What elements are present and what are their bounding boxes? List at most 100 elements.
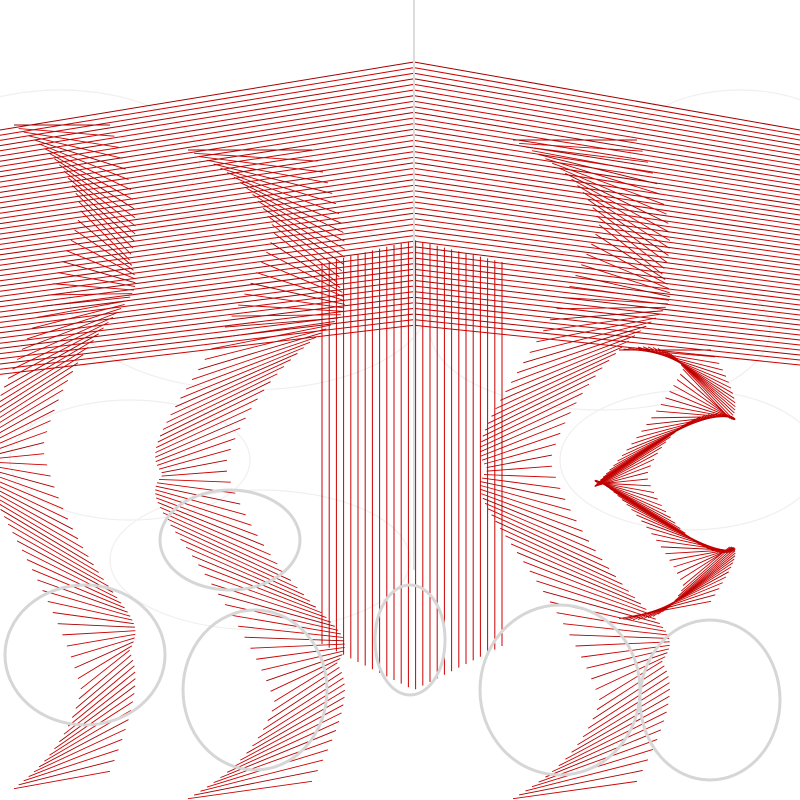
twist-thread	[246, 696, 345, 754]
canopy-thread	[413, 128, 800, 191]
canopy-thread	[413, 100, 800, 166]
twist-thread	[57, 272, 135, 287]
twist-thread	[18, 128, 115, 137]
twist-thread	[32, 304, 125, 329]
background-ring	[429, 249, 771, 411]
twist-thread	[505, 535, 630, 592]
twist-thread	[558, 711, 667, 767]
twist-thread	[206, 159, 328, 184]
twist-thread	[180, 347, 305, 399]
twist-thread	[226, 721, 340, 773]
canopy-thread	[0, 324, 415, 375]
twist-thread	[551, 720, 665, 773]
twist-thread	[500, 527, 623, 585]
twist-thread	[159, 506, 271, 556]
twist-thread	[647, 566, 732, 619]
twist-thread	[59, 685, 136, 743]
twist-thread	[484, 375, 596, 431]
canopy-thread	[413, 319, 800, 361]
twist-thread	[204, 573, 327, 619]
twist-thread	[536, 580, 656, 620]
twist-thread	[618, 600, 712, 620]
twist-thread	[54, 158, 135, 210]
twist-thread	[529, 570, 652, 615]
canopy-thread	[413, 302, 800, 346]
twist-thread	[637, 576, 727, 621]
canopy-thread	[0, 167, 415, 230]
canopy-thread	[0, 268, 415, 323]
twist-thread	[3, 333, 99, 388]
twist-far-left	[0, 124, 136, 790]
twist-thread	[185, 341, 311, 390]
canopy-thread	[413, 167, 800, 226]
twist-thread	[7, 327, 104, 379]
twist-thread	[0, 503, 89, 558]
twist-thread	[674, 356, 735, 414]
canopy-thread	[413, 229, 800, 281]
twist-thread	[37, 579, 128, 613]
twist-thread	[38, 719, 129, 768]
canopy-thread	[413, 246, 800, 296]
canopy-thread	[413, 235, 800, 286]
canopy-thread	[0, 123, 415, 188]
canopy-thread	[413, 207, 800, 261]
twist-thread	[155, 407, 252, 454]
vertical-thread-curtain	[321, 240, 503, 690]
twist-thread	[516, 552, 642, 605]
twist-thread	[594, 446, 662, 487]
twist-thread	[0, 362, 79, 413]
twist-thread	[500, 346, 623, 401]
twist-thread	[52, 283, 134, 291]
twist-thread	[161, 470, 227, 477]
twist-thread	[480, 412, 571, 453]
twist-thread	[270, 242, 341, 289]
twist-thread	[155, 493, 252, 526]
twist-thread	[175, 353, 298, 408]
canopy-thread	[413, 156, 800, 216]
twist-thread	[552, 162, 665, 205]
twist-thread	[231, 314, 341, 317]
twist-thread	[516, 330, 642, 374]
twist-thread	[0, 442, 45, 454]
foreground-ring	[181, 608, 329, 772]
twist-thread	[512, 780, 638, 800]
canopy-thread	[413, 173, 800, 231]
twist-thread	[487, 508, 603, 561]
canopy-thread	[0, 218, 415, 277]
twist-thread	[531, 150, 653, 174]
twist-thread	[594, 452, 658, 487]
twist-thread	[529, 321, 652, 353]
canopy-thread	[413, 106, 800, 171]
twist-thread	[482, 383, 590, 437]
twist-thread	[525, 146, 649, 163]
canopy-thread	[0, 61, 415, 131]
twist-thread	[257, 200, 345, 258]
canopy-thread	[0, 251, 415, 308]
twist-thread	[47, 600, 133, 621]
twist-thread	[3, 516, 99, 573]
twist-thread	[271, 667, 340, 712]
canopy-thread-grid	[0, 61, 800, 375]
twist-thread	[0, 409, 55, 439]
twist-thread	[49, 153, 134, 200]
twist-thread	[238, 625, 343, 638]
twist-thread	[16, 316, 114, 360]
twist-thread	[631, 413, 722, 445]
twist-thread	[0, 462, 48, 466]
twist-thread	[636, 413, 726, 439]
twist-thread	[261, 650, 344, 671]
twist-thread	[77, 219, 133, 266]
canopy-thread	[0, 134, 415, 199]
twist-thread	[59, 164, 136, 219]
twist-thread	[67, 177, 136, 235]
twist-thread	[594, 441, 667, 487]
twist-thread	[52, 612, 134, 625]
twist-thread	[652, 347, 734, 394]
twist-thread	[487, 367, 603, 424]
twist-thread	[483, 474, 556, 478]
twist-thread	[647, 346, 732, 389]
canopy-thread	[0, 145, 415, 209]
twist-thread	[28, 738, 123, 777]
twist-thread	[270, 658, 341, 692]
